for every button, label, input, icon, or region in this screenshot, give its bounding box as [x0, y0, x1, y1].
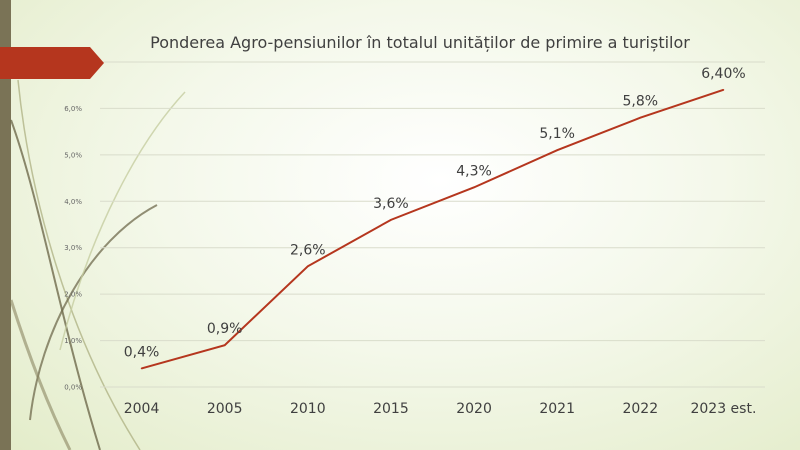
title-arrow-banner — [0, 47, 104, 79]
data-point — [307, 265, 309, 268]
x-tick-label: 2021 — [539, 401, 575, 417]
data-point — [473, 186, 475, 189]
y-tick-label: 1,0% — [64, 337, 82, 345]
x-tick-label: 2005 — [207, 401, 243, 417]
x-tick-label: 2010 — [290, 401, 326, 417]
data-label: 0,9% — [207, 321, 243, 337]
data-label: 4,3% — [456, 163, 492, 179]
y-tick-label: 4,0% — [64, 198, 82, 206]
x-tick-label: 2022 — [622, 401, 658, 417]
y-tick-label: 5,0% — [64, 151, 82, 159]
x-tick-label: 2020 — [456, 401, 492, 417]
data-label: 5,1% — [539, 126, 575, 142]
data-label: 5,8% — [623, 94, 659, 110]
y-tick-label: 2,0% — [64, 291, 82, 299]
chart-title: Ponderea Agro-pensiunilor în totalul uni… — [150, 33, 690, 52]
y-tick-label: 0,0% — [64, 384, 82, 392]
y-tick-label: 3,0% — [64, 244, 82, 252]
data-point — [140, 367, 143, 370]
series-line — [141, 88, 724, 370]
data-label: 2,6% — [290, 242, 326, 258]
left-accent-bar — [0, 0, 11, 450]
data-point — [722, 89, 725, 91]
x-tick-label: 2023 est. — [690, 401, 756, 417]
x-tick-label: 2015 — [373, 401, 409, 417]
data-label: 3,6% — [373, 196, 409, 212]
data-label: 0,4% — [124, 344, 160, 360]
data-label: 6,40% — [701, 66, 745, 82]
data-point — [639, 116, 642, 119]
data-point — [556, 149, 558, 152]
decorative-swooshes — [9, 79, 186, 450]
data-point — [223, 344, 226, 347]
x-tick-label: 2004 — [124, 401, 160, 417]
data-point — [390, 219, 392, 221]
y-tick-label: 6,0% — [64, 105, 82, 113]
